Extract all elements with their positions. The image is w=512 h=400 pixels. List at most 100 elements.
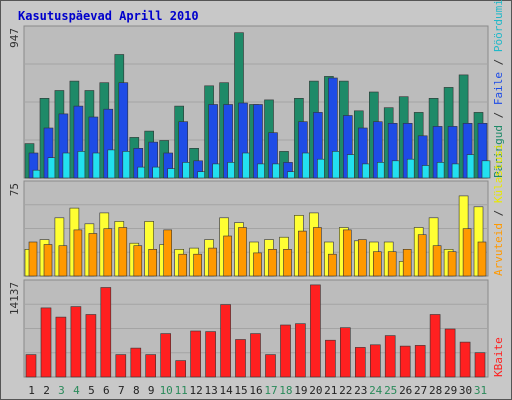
bar-arvuteid-day-8 [133, 245, 143, 277]
legend-separator: / [492, 52, 505, 72]
bar-arvuteid-day-11 [178, 253, 187, 277]
bar-kbaite-day-24 [369, 344, 381, 378]
y-max-label-2: 75 [8, 183, 21, 196]
x-tick-label-day-28: 28 [429, 384, 442, 397]
bar-arvuteid-day-4 [73, 229, 83, 277]
x-tick-label-day-24: 24 [369, 384, 383, 397]
x-tick-label-day-27: 27 [414, 384, 427, 397]
bar-kbaite-day-17 [265, 354, 276, 378]
chart-title: Kasutuspäevad Aprill 2010 [18, 9, 199, 23]
bar-arvuteid-day-28 [432, 245, 442, 277]
legend-entry: Külastusi [492, 144, 505, 204]
x-tick-label-day-4: 4 [73, 384, 80, 397]
bar-kbaite-day-2 [40, 307, 52, 378]
x-tick-label-day-10: 10 [160, 384, 173, 397]
x-tick-label-day-26: 26 [399, 384, 412, 397]
bar-arvuteid-day-23 [357, 239, 367, 277]
bar-kbaite-day-23 [354, 347, 366, 378]
x-tick-label-day-23: 23 [354, 384, 367, 397]
legend-entry: Päringud [492, 125, 505, 178]
legend-separator: / [492, 105, 505, 125]
bar-kbaite-day-9 [145, 354, 156, 378]
bar-kbaite-day-31 [474, 352, 486, 378]
bar-kbaite-day-3 [55, 316, 67, 378]
bar-kbaite-day-21 [325, 339, 336, 378]
x-tick-label-day-1: 1 [28, 384, 35, 397]
bar-kbaite-day-20 [310, 284, 321, 378]
bar-arvuteid-day-16 [253, 252, 262, 277]
bar-kbaite-day-22 [339, 327, 351, 378]
bar-arvuteid-day-7 [118, 227, 128, 277]
x-tick-label-day-16: 16 [249, 384, 262, 397]
bar-arvuteid-day-5 [88, 233, 98, 277]
legend-separator: / [492, 203, 505, 223]
x-tick-label-day-31: 31 [474, 384, 487, 397]
bar-arvuteid-day-14 [223, 235, 232, 277]
x-tick-label-day-21: 21 [324, 384, 337, 397]
right-legend-2: Arvuteid / Külastusi [492, 144, 505, 276]
bar-kbaite-day-18 [280, 324, 291, 378]
bar-kbaite-day-15 [235, 339, 246, 378]
bar-kbaite-day-26 [399, 345, 411, 378]
x-tick-label-day-5: 5 [88, 384, 95, 397]
bar-kbaite-day-27 [414, 345, 426, 378]
x-tick-label-day-20: 20 [309, 384, 322, 397]
x-tick-label-day-25: 25 [384, 384, 397, 397]
bar-arvuteid-day-21 [328, 253, 337, 277]
bar-arvuteid-day-19 [298, 230, 307, 277]
x-tick-label-day-11: 11 [175, 384, 188, 397]
x-tick-label-day-29: 29 [444, 384, 457, 397]
bar-kbaite-day-6 [100, 287, 112, 378]
bar-arvuteid-day-1 [28, 241, 38, 277]
y-max-label-3: 14137 [8, 282, 21, 315]
bar-arvuteid-day-22 [342, 229, 352, 277]
bar-kbaite-day-19 [295, 323, 306, 378]
bar-arvuteid-day-31 [477, 241, 487, 277]
legend-entry: Pöördumisi [492, 0, 505, 52]
bar-arvuteid-day-3 [58, 245, 68, 277]
legend-entry: KBaite [492, 337, 505, 377]
x-tick-label-day-22: 22 [339, 384, 352, 397]
bar-kbaite-day-5 [85, 314, 97, 378]
x-tick-label-day-2: 2 [43, 384, 50, 397]
bar-kbaite-day-30 [459, 341, 471, 378]
bar-arvuteid-day-6 [103, 228, 113, 277]
bar-arvuteid-day-25 [387, 251, 397, 277]
bar-arvuteid-day-17 [268, 249, 277, 277]
bar-kbaite-day-1 [25, 354, 37, 378]
bar-arvuteid-day-9 [148, 249, 157, 277]
x-tick-label-day-12: 12 [189, 384, 202, 397]
bar-kbaite-day-11 [175, 360, 186, 378]
x-tick-label-day-18: 18 [279, 384, 292, 397]
bar-kbaite-day-4 [70, 306, 82, 378]
bar-kbaite-day-12 [190, 330, 201, 378]
bar-arvuteid-day-30 [462, 228, 472, 277]
legend-entry: Arvuteid [492, 223, 505, 276]
bar-arvuteid-day-26 [402, 249, 412, 277]
bar-arvuteid-day-15 [238, 227, 247, 277]
y-max-label-1: 947 [8, 28, 21, 48]
bar-arvuteid-day-2 [43, 244, 53, 277]
legend-entry: Faile [492, 72, 505, 105]
bar-arvuteid-day-13 [208, 247, 217, 277]
right-legend-1: Päringud / Faile / Pöördumisi [492, 0, 505, 178]
bar-kbaite-day-8 [130, 347, 142, 378]
bar-kbaite-day-28 [429, 314, 441, 378]
x-tick-label-day-9: 9 [148, 384, 155, 397]
bar-kbaite-day-13 [205, 331, 216, 378]
bar-pöördumisi-day-31 [481, 160, 491, 179]
right-legend-3: KBaite [492, 337, 505, 377]
x-tick-label-day-19: 19 [294, 384, 307, 397]
bar-arvuteid-day-12 [193, 253, 202, 277]
bar-kbaite-day-29 [444, 328, 456, 378]
x-tick-label-day-13: 13 [204, 384, 217, 397]
x-tick-label-day-7: 7 [118, 384, 125, 397]
x-tick-label-day-17: 17 [264, 384, 277, 397]
bar-arvuteid-day-18 [283, 249, 292, 277]
bar-kbaite-day-16 [250, 333, 261, 378]
bar-kbaite-day-10 [160, 333, 171, 378]
x-tick-label-day-8: 8 [133, 384, 140, 397]
x-tick-label-day-30: 30 [459, 384, 472, 397]
bar-kbaite-day-7 [115, 354, 127, 378]
